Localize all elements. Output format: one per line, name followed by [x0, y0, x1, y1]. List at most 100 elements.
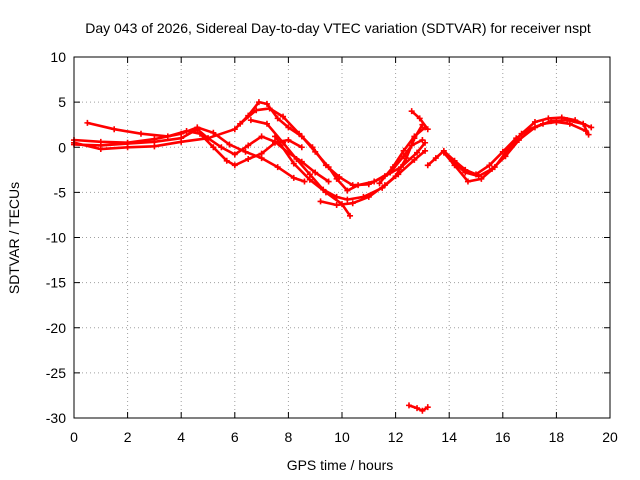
y-tick-label: -5 — [54, 184, 67, 200]
x-axis-label: GPS time / hours — [287, 457, 394, 473]
data-point — [231, 151, 238, 158]
y-tick-label: -20 — [46, 320, 66, 336]
data-point — [448, 157, 455, 164]
data-point — [178, 138, 185, 145]
data-point — [274, 115, 281, 122]
data-point — [317, 198, 324, 205]
data-point — [531, 124, 538, 131]
data-point — [312, 169, 319, 176]
data-point — [245, 155, 252, 162]
data-point — [322, 162, 329, 169]
data-point — [462, 169, 469, 176]
data-point — [424, 126, 431, 133]
data-point — [290, 160, 297, 167]
data-point — [245, 142, 252, 149]
data-point — [531, 118, 538, 125]
y-tick-label: 10 — [50, 49, 66, 65]
series-track-7 — [273, 135, 352, 218]
y-tick-label: -30 — [46, 410, 66, 426]
data-point — [231, 162, 238, 169]
data-point — [322, 189, 329, 196]
data-point — [440, 149, 447, 156]
x-tick-label: 6 — [231, 429, 239, 445]
series-track-13 — [450, 118, 590, 178]
data-point — [285, 124, 292, 131]
data-point — [293, 155, 300, 162]
data-point — [210, 129, 217, 136]
data-point — [349, 182, 356, 189]
data-point — [194, 126, 201, 133]
data-point — [124, 144, 131, 151]
data-point — [489, 165, 496, 172]
data-point — [218, 144, 225, 151]
data-point — [564, 117, 571, 124]
data-point — [419, 407, 426, 414]
data-point — [400, 147, 407, 154]
data-point — [365, 181, 372, 188]
x-tick-label: 2 — [124, 429, 132, 445]
data-point — [183, 128, 190, 135]
data-point — [266, 105, 273, 112]
data-point — [280, 113, 287, 120]
y-tick-label: -15 — [46, 275, 66, 291]
data-point — [389, 164, 396, 171]
data-point — [253, 107, 260, 114]
data-point — [416, 115, 423, 122]
data-point — [486, 162, 493, 169]
series-track-3 — [72, 127, 330, 183]
x-tick-label: 16 — [495, 429, 511, 445]
x-tick-label: 14 — [441, 429, 457, 445]
data-point — [381, 182, 388, 189]
data-point — [226, 141, 233, 148]
data-point — [280, 139, 287, 146]
data-point — [309, 144, 316, 151]
data-point — [263, 120, 270, 127]
y-tick-label: 5 — [58, 94, 66, 110]
data-point — [258, 133, 265, 140]
data-point — [272, 133, 278, 140]
data-point — [301, 178, 308, 185]
data-point — [424, 404, 431, 411]
data-point — [164, 133, 171, 140]
data-point — [306, 176, 313, 183]
data-point — [306, 171, 313, 178]
data-point — [422, 139, 429, 146]
x-tick-label: 10 — [334, 429, 350, 445]
axis-ticks: 0 2 4 6 8 10 12 14 16 18 20 -30 -25 -20 -15 -10 -5 0 5 10 — [46, 49, 618, 445]
grid — [74, 57, 610, 418]
data-point — [424, 162, 431, 169]
x-tick-label: 8 — [285, 429, 293, 445]
data-point — [414, 149, 421, 156]
data-point — [274, 164, 281, 171]
x-tick-label: 20 — [602, 429, 618, 445]
data-point — [392, 173, 399, 180]
data-point — [231, 126, 238, 133]
data-point — [223, 157, 230, 164]
y-tick-label: -10 — [46, 230, 66, 246]
data-point — [247, 117, 254, 124]
data-point — [475, 173, 482, 180]
data-point — [333, 202, 340, 209]
y-axis-label: SDTVAR / TECUs — [6, 182, 22, 294]
series-track-11 — [426, 120, 588, 176]
data-point — [344, 196, 351, 203]
data-point — [588, 124, 595, 131]
data-point — [272, 138, 278, 145]
data-point — [205, 135, 211, 142]
data-point — [580, 120, 587, 127]
x-tick-label: 18 — [549, 429, 565, 445]
data-point — [258, 150, 265, 157]
data-point — [515, 137, 522, 144]
data-point — [414, 405, 421, 412]
data-point — [290, 174, 297, 181]
y-tick-label: -25 — [46, 365, 66, 381]
data-point — [285, 137, 292, 144]
data-point — [84, 119, 91, 126]
data-point — [255, 99, 262, 106]
data-point — [151, 143, 158, 150]
data-point — [585, 131, 592, 138]
data-point — [111, 126, 118, 133]
x-tick-label: 4 — [177, 429, 185, 445]
data-point — [344, 187, 351, 194]
data-point — [138, 130, 144, 137]
